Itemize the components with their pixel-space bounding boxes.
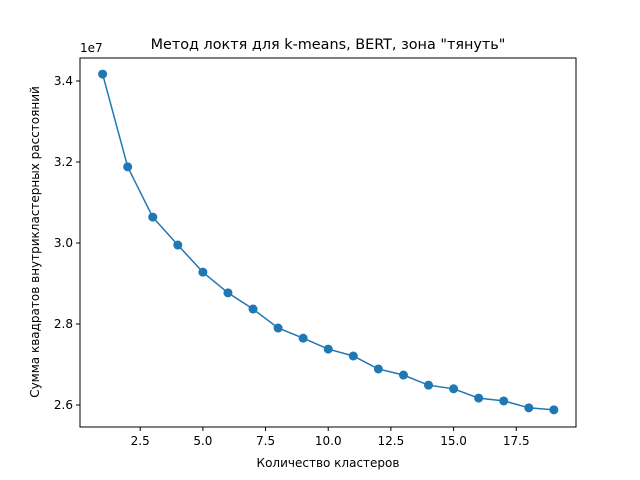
x-tick-label: 7.5 (256, 434, 275, 448)
data-point (123, 162, 133, 172)
x-tick-label: 2.5 (131, 434, 150, 448)
data-point (524, 403, 534, 413)
data-point (323, 344, 333, 354)
plot-frame (79, 57, 577, 428)
x-axis-ticks: 2.5 5.0 7.5 10.0 12.5 15.0 17.5 (131, 427, 530, 448)
y-axis-label: Сумма квадратов внутрикластерных расстоя… (28, 86, 42, 398)
y-tick-label: 3.4 (54, 74, 73, 88)
data-point (449, 384, 459, 394)
x-tick-label: 10.0 (315, 434, 342, 448)
data-point (248, 304, 258, 314)
data-point (198, 267, 208, 277)
data-point (424, 380, 434, 390)
data-point (148, 212, 158, 222)
x-tick-label: 17.5 (503, 434, 530, 448)
data-point (398, 370, 408, 380)
x-tick-label: 15.0 (440, 434, 467, 448)
data-point (348, 351, 358, 361)
data-point (499, 396, 509, 406)
data-point (98, 69, 108, 79)
inertia-line (101, 73, 554, 411)
data-point (273, 323, 283, 333)
data-point (223, 288, 233, 298)
x-tick-label: 5.0 (193, 434, 212, 448)
data-markers (98, 69, 559, 415)
x-axis-label: Количество кластеров (257, 456, 400, 470)
y-tick-label: 3.2 (54, 155, 73, 169)
chart-title: Метод локтя для k-means, BERT, зона "тян… (151, 37, 506, 53)
y-offset-label: 1e7 (80, 41, 103, 55)
y-tick-label: 2.6 (54, 398, 73, 412)
data-point (373, 364, 383, 374)
y-tick-label: 3.0 (54, 236, 73, 250)
data-point (173, 240, 183, 250)
y-axis-ticks: 2.6 2.8 3.0 3.2 3.4 (54, 74, 80, 412)
data-point (549, 405, 559, 415)
x-tick-label: 12.5 (378, 434, 405, 448)
y-tick-label: 2.8 (54, 317, 73, 331)
data-point (474, 393, 484, 403)
data-point (298, 333, 308, 343)
